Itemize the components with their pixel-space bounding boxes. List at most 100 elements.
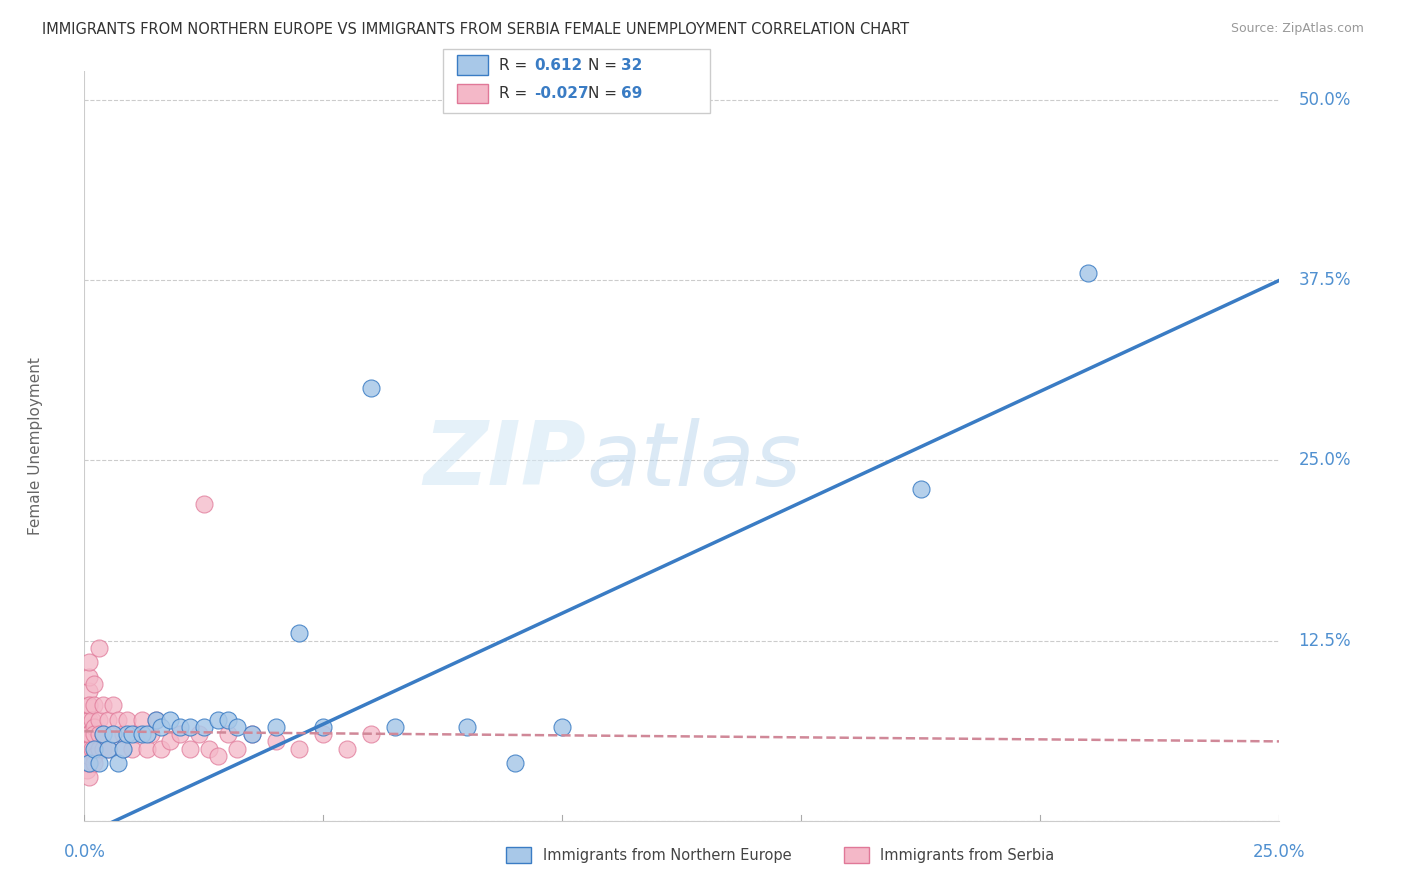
Point [93,727,115,741]
Point [93,727,115,741]
Point [77,655,100,669]
Point [83,756,105,770]
Point [169,720,191,734]
Point [217,713,239,727]
Point [76,727,98,741]
Point [360,727,382,741]
Text: R =: R = [499,58,533,72]
Point [76,720,98,734]
Text: 25.0%: 25.0% [1253,843,1306,862]
Point [83,741,105,756]
Point [312,720,335,734]
Point [264,720,287,734]
Point [77,684,100,698]
Text: -0.027: -0.027 [534,87,589,101]
Point [77,741,100,756]
Point [77,756,100,770]
Point [77,756,100,770]
Point [117,727,139,741]
Point [240,727,263,741]
Point [76,713,98,727]
Point [117,713,139,727]
Point [97,713,120,727]
Text: 69: 69 [621,87,643,101]
Point [101,698,124,713]
Point [360,381,382,395]
Point [193,497,215,511]
Text: 50.0%: 50.0% [1299,91,1351,109]
Point [83,698,105,713]
Point [76,756,98,770]
Point [384,720,406,734]
Text: atlas: atlas [586,418,801,504]
Point [121,727,143,741]
Text: 32: 32 [621,58,643,72]
Point [77,771,100,785]
Point [193,720,215,734]
Text: N =: N = [588,87,621,101]
Point [312,727,335,741]
Point [76,734,98,748]
Point [456,720,478,734]
Point [910,482,932,496]
Point [121,741,143,756]
Point [111,741,134,756]
Text: 37.5%: 37.5% [1299,271,1351,289]
Point [101,727,124,741]
Point [87,640,110,655]
Point [149,741,172,756]
Text: 12.5%: 12.5% [1299,632,1351,649]
Point [169,727,191,741]
Point [83,677,105,691]
Point [207,748,229,763]
Point [141,727,163,741]
Point [80,713,103,727]
Point [107,713,129,727]
Point [87,756,110,770]
Text: Immigrants from Northern Europe: Immigrants from Northern Europe [543,848,792,863]
Point [145,713,167,727]
Point [80,741,103,756]
Point [77,669,100,683]
Point [87,741,110,756]
Point [83,748,105,763]
Point [97,741,120,756]
Point [217,727,239,741]
Point [77,741,100,756]
Point [131,713,153,727]
Point [264,734,287,748]
Point [76,748,98,763]
Point [135,727,157,741]
Point [288,626,311,640]
Point [135,741,157,756]
Point [77,756,100,770]
Point [226,741,249,756]
Point [288,741,311,756]
Point [77,727,100,741]
Point [145,713,167,727]
Text: Immigrants from Serbia: Immigrants from Serbia [880,848,1054,863]
Text: IMMIGRANTS FROM NORTHERN EUROPE VS IMMIGRANTS FROM SERBIA FEMALE UNEMPLOYMENT CO: IMMIGRANTS FROM NORTHERN EUROPE VS IMMIG… [42,22,910,37]
Text: 0.0%: 0.0% [63,843,105,862]
Point [93,741,115,756]
Point [207,713,229,727]
Point [149,720,172,734]
Point [77,741,100,756]
Point [76,763,98,777]
Point [131,727,153,741]
Point [1077,266,1099,280]
Point [77,713,100,727]
Text: N =: N = [588,58,621,72]
Text: Source: ZipAtlas.com: Source: ZipAtlas.com [1230,22,1364,36]
Point [159,713,181,727]
Point [179,741,201,756]
Point [77,698,100,713]
Point [93,698,115,713]
Point [179,720,201,734]
Point [107,756,129,770]
Point [159,734,181,748]
Text: R =: R = [499,87,533,101]
Point [226,720,249,734]
Point [77,727,100,741]
Point [87,713,110,727]
